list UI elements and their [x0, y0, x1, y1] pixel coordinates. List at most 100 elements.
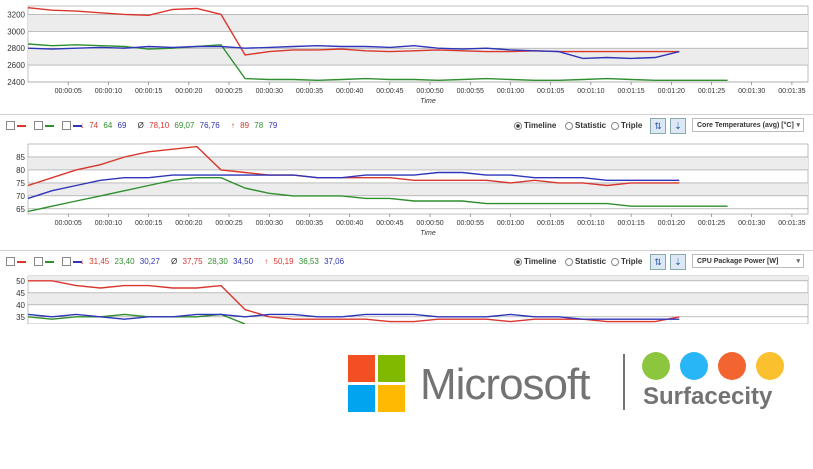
max-red: 50,19 [273, 257, 294, 266]
series-line-red [27, 7, 680, 56]
x-tick-label: 00:01:25 [698, 220, 725, 227]
zoom-in-icon[interactable]: ⇅ [650, 254, 666, 270]
sensor-select[interactable]: CPU Package Power [W] ▾ [692, 254, 804, 268]
temperature-stats: ↓ 74 64 69 Ø 78,10 69,07 76,76 ↑ 89 78 7… [80, 121, 280, 130]
avg-symbol: Ø [171, 257, 178, 266]
statistic-label: Statistic [575, 121, 607, 130]
zoom-out-icon[interactable]: ⇣ [670, 118, 686, 134]
x-tick-label: 00:00:50 [416, 88, 443, 95]
x-tick-label: 00:00:15 [135, 88, 162, 95]
temperature-chart-panel: 65 70 75 80 85 00:00:05 00:00:10 00:00:15 00:00:… [0, 136, 813, 249]
microsoft-wordmark: Microsoft [420, 360, 590, 409]
blue-series-checkbox[interactable] [62, 257, 72, 267]
avg-green: 28,30 [207, 257, 228, 266]
red-series-checkbox[interactable] [6, 257, 15, 267]
max-symbol: ↑ [230, 121, 235, 130]
grid-band [28, 182, 808, 196]
y-tick-label: 70 [16, 192, 25, 201]
series-line-red [28, 280, 680, 323]
x-tick-label: 00:00:50 [416, 220, 443, 227]
temperature-chart: 65 70 75 80 85 00:00:05 00:00:10 00:00:15 00:00:… [16, 143, 809, 237]
avg-red: 78,10 [149, 121, 170, 130]
x-tick-label: 00:01:15 [617, 88, 644, 95]
y-tick-label: 3000 [7, 27, 25, 36]
x-tick-label: 00:01:00 [497, 220, 524, 227]
blue-series-checkbox[interactable] [62, 121, 72, 131]
surfacecity-dots-icon [642, 352, 792, 382]
logo-divider [623, 354, 625, 410]
mode-radio-statistic[interactable]: Statistic [565, 121, 606, 130]
temperature-toolbar: ↓ 74 64 69 Ø 78,10 69,07 76,76 ↑ 89 78 7… [0, 114, 813, 137]
x-tick-label: 00:00:15 [135, 220, 162, 227]
power-chart-panel: 35 40 45 50 [0, 272, 813, 324]
series-line-blue [27, 313, 680, 320]
zoom-in-icon[interactable]: ⇅ [650, 118, 666, 134]
chevron-down-icon: ▾ [796, 122, 800, 129]
x-tick-label: 00:00:55 [457, 220, 484, 227]
x-axis-label: Time [420, 98, 436, 105]
triple-label: Triple [621, 121, 643, 130]
avg-green: 69,07 [174, 121, 195, 130]
y-tick-label: 2400 [7, 78, 25, 87]
cur-symbol: ↓ [80, 121, 84, 130]
series-toggles[interactable] [6, 121, 88, 131]
mode-radio-timeline[interactable]: Timeline [514, 121, 556, 130]
max-symbol: ↑ [264, 257, 269, 266]
cur-red: 31,45 [89, 257, 110, 266]
grid-band [28, 276, 808, 281]
x-tick-label: 00:00:20 [175, 88, 202, 95]
red-series-checkbox[interactable] [6, 121, 15, 131]
x-tick-label: 00:00:45 [376, 88, 403, 95]
power-chart: 35 40 45 50 [16, 275, 809, 324]
green-series-checkbox[interactable] [34, 121, 44, 131]
x-tick-label: 00:01:35 [778, 88, 805, 95]
avg-blue: 34,50 [233, 257, 254, 266]
timeline-label: Timeline [524, 121, 557, 130]
chevron-down-icon: ▾ [796, 258, 800, 265]
x-tick-label: 00:01:15 [617, 220, 644, 227]
y-tick-label: 75 [16, 179, 25, 188]
mode-radio-triple[interactable]: Triple [611, 257, 642, 266]
x-tick-label: 00:01:30 [738, 88, 765, 95]
x-tick-label: 00:01:05 [537, 88, 564, 95]
sensor-select[interactable]: Core Temperatures (avg) [°C] ▾ [692, 118, 804, 132]
avg-symbol: Ø [137, 121, 144, 130]
x-tick-label: 00:00:40 [336, 88, 363, 95]
x-tick-label: 00:00:35 [296, 220, 323, 227]
x-tick-label: 00:01:10 [577, 88, 604, 95]
series-line-blue [27, 171, 680, 200]
x-tick-label: 00:00:45 [376, 220, 403, 227]
brand-logos: Microsoft Surfacecity [340, 350, 800, 420]
cur-blue: 69 [117, 121, 127, 130]
plot-area [27, 143, 809, 215]
x-tick-label: 00:01:05 [537, 220, 564, 227]
statistic-label: Statistic [575, 257, 607, 266]
zoom-out-icon[interactable]: ⇣ [670, 254, 686, 270]
microsoft-logo-icon [348, 355, 406, 413]
avg-red: 37,75 [182, 257, 203, 266]
x-tick-label: 00:00:40 [336, 220, 363, 227]
cur-red: 74 [89, 121, 99, 130]
x-tick-label: 00:00:30 [256, 220, 283, 227]
cur-green: 64 [103, 121, 113, 130]
sensor-select-value: CPU Package Power [W] [697, 258, 779, 265]
x-tick-label: 00:01:20 [658, 88, 685, 95]
x-tick-label: 00:01:20 [658, 220, 685, 227]
y-tick-label: 2600 [7, 61, 25, 70]
sensor-select-value: Core Temperatures (avg) [°C] [697, 122, 794, 129]
surfacecity-wordmark: Surfacecity [643, 383, 773, 410]
series-line-red [27, 145, 680, 187]
grid-band [28, 14, 808, 32]
x-tick-label: 00:00:35 [296, 88, 323, 95]
mode-radio-timeline[interactable]: Timeline [514, 257, 556, 266]
clock-chart: 2400 2600 2800 3000 3200 00:00:05 00:00:10 00:0… [7, 5, 809, 105]
mode-radio-statistic[interactable]: Statistic [565, 257, 606, 266]
series-toggles[interactable] [6, 257, 88, 267]
x-tick-label: 00:00:20 [175, 220, 202, 227]
green-series-checkbox[interactable] [34, 257, 44, 267]
mode-radio-triple[interactable]: Triple [611, 121, 642, 130]
timeline-label: Timeline [524, 257, 557, 266]
x-axis-label: Time [420, 230, 436, 237]
y-tick-label: 40 [16, 301, 25, 310]
y-tick-label: 65 [16, 205, 25, 214]
